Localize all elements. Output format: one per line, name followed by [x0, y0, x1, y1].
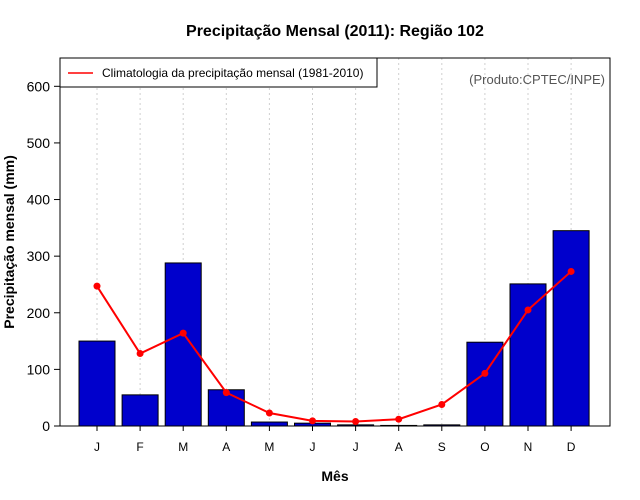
climatology-polyline: [96, 270, 572, 423]
climatology-point: [179, 329, 187, 337]
climatology-point: [438, 400, 446, 408]
climatology-point: [222, 389, 230, 397]
bar: [552, 230, 590, 427]
bar: [250, 421, 288, 427]
x-tick-label: J: [353, 440, 359, 454]
x-tick-label: D: [567, 440, 576, 454]
y-axis: 0 100 200 300 400 500 600: [27, 78, 60, 434]
x-tick-label: M: [264, 440, 274, 454]
climatology-point: [567, 267, 575, 275]
chart-title: Precipitação Mensal (2011): Região 102: [186, 23, 484, 40]
climatology-point: [265, 409, 273, 417]
x-tick-label: A: [395, 440, 403, 454]
climatology-point: [352, 417, 360, 425]
gridlines: [96, 58, 572, 426]
x-tick-label: O: [480, 440, 489, 454]
credit-text: (Produto:CPTEC/INPE): [469, 72, 605, 87]
x-axis-label: Mês: [321, 468, 348, 484]
x-tick-label: F: [136, 440, 143, 454]
legend-entry-climatology: Climatologia da precipitação mensal (198…: [102, 66, 363, 80]
climatology-point: [309, 417, 316, 425]
bars: [78, 230, 590, 427]
climatology-line: [93, 267, 575, 425]
bar: [164, 262, 202, 427]
climatology-point: [481, 369, 489, 377]
climatology-point: [395, 415, 403, 423]
bar: [509, 283, 547, 427]
bar: [121, 394, 159, 427]
x-tick-label: A: [222, 440, 230, 454]
x-tick-label: J: [94, 440, 100, 454]
y-tick-label: 300: [27, 248, 51, 264]
x-tick-label: N: [524, 440, 533, 454]
y-tick-label: 200: [27, 305, 51, 321]
bar: [78, 340, 116, 427]
legend: Climatologia da precipitação mensal (198…: [59, 57, 378, 88]
x-tick-label: S: [438, 440, 446, 454]
climatology-point: [136, 350, 144, 358]
y-tick-label: 400: [27, 192, 51, 208]
y-tick-label: 600: [27, 78, 51, 94]
legend-box: [59, 57, 378, 88]
y-axis-label: Precipitação mensal (mm): [1, 155, 17, 329]
climatology-point: [93, 282, 101, 290]
y-tick-label: 0: [42, 418, 50, 434]
climatology-point: [524, 306, 532, 314]
x-tick-label: J: [310, 440, 316, 454]
y-tick-label: 100: [27, 361, 51, 377]
x-tick-label: M: [178, 440, 188, 454]
y-tick-label: 500: [27, 135, 51, 151]
